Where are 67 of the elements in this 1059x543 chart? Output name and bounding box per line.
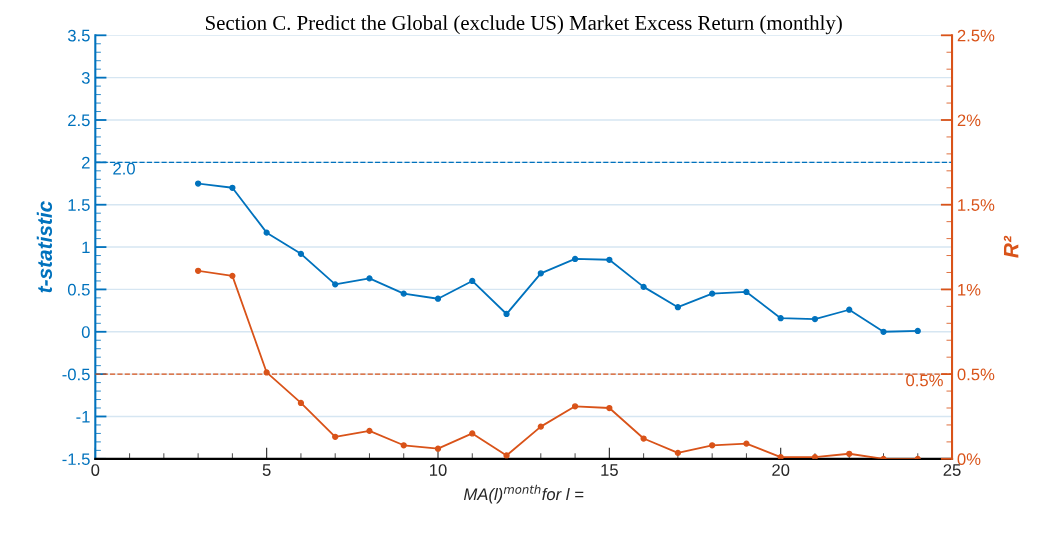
y2-tick-label: 1.5%: [958, 199, 995, 211]
point: [434, 295, 442, 302]
point: [571, 403, 579, 410]
point: [743, 440, 750, 447]
x-tick-label: 5: [262, 464, 271, 476]
point: [709, 290, 716, 297]
point: [743, 288, 750, 296]
x-tick-label: 0: [91, 464, 100, 476]
y2-axis-title: R²: [1003, 235, 1019, 258]
point: [366, 427, 373, 435]
point: [297, 399, 305, 407]
x-tick-label: 15: [601, 464, 618, 476]
point: [469, 430, 476, 437]
point: [332, 433, 339, 440]
y-tick-label: 1.5: [68, 199, 90, 211]
y-tick-label: 3.5: [67, 29, 90, 42]
ref-line-label: 2.0: [113, 162, 135, 175]
y2-tick-label: 2.5%: [957, 29, 995, 42]
y-tick-label: -1.5: [62, 453, 90, 466]
y-tick-label: 1: [82, 241, 90, 254]
point: [709, 442, 716, 449]
point: [537, 423, 544, 430]
y-axis-title: t-statistic: [36, 201, 53, 293]
point: [674, 304, 682, 311]
point: [194, 180, 202, 187]
x-tick-label: 25: [943, 464, 961, 476]
point: [332, 281, 339, 288]
point: [400, 290, 407, 297]
point: [366, 275, 373, 282]
point: [777, 315, 784, 322]
y-tick-label: -1: [76, 411, 90, 423]
point: [811, 315, 819, 323]
y-tick-label: 0: [81, 326, 90, 338]
y-tick-label: 3: [81, 72, 90, 84]
point: [640, 435, 647, 442]
point: [297, 250, 305, 257]
point: [914, 327, 921, 335]
x-tick-label: 20: [772, 464, 790, 476]
y2-tick-label: 1%: [958, 283, 981, 296]
point: [469, 277, 476, 285]
point: [263, 229, 270, 236]
point: [263, 369, 270, 376]
point: [640, 283, 647, 291]
chart-title: Section C. Predict the Global (exclude US) Market Excess Return (monthly): [205, 15, 842, 35]
y-tick-label: 0.5: [67, 283, 90, 296]
x-tick-label: 10: [430, 464, 447, 476]
point: [503, 310, 510, 318]
point: [880, 328, 887, 335]
ref-line-label: 0.5%: [906, 374, 943, 387]
point: [846, 306, 853, 313]
y-tick-label: -0.5: [62, 368, 90, 381]
y-tick-label: 2: [82, 156, 90, 169]
point: [229, 272, 236, 279]
point: [434, 445, 442, 452]
point: [777, 454, 784, 459]
point: [400, 442, 407, 449]
y2-tick-label: 2%: [957, 114, 981, 127]
point: [606, 256, 613, 263]
y2-tick-label: 0.5%: [957, 368, 995, 381]
point: [571, 255, 579, 263]
point: [537, 270, 544, 277]
x-axis-title: MA(l)$^{month}$for l =: [463, 484, 584, 504]
y-tick-label: 2.5: [68, 114, 90, 127]
point: [194, 267, 202, 274]
point: [606, 404, 613, 412]
point: [229, 184, 236, 191]
y2-tick-label: 0%: [957, 453, 981, 466]
